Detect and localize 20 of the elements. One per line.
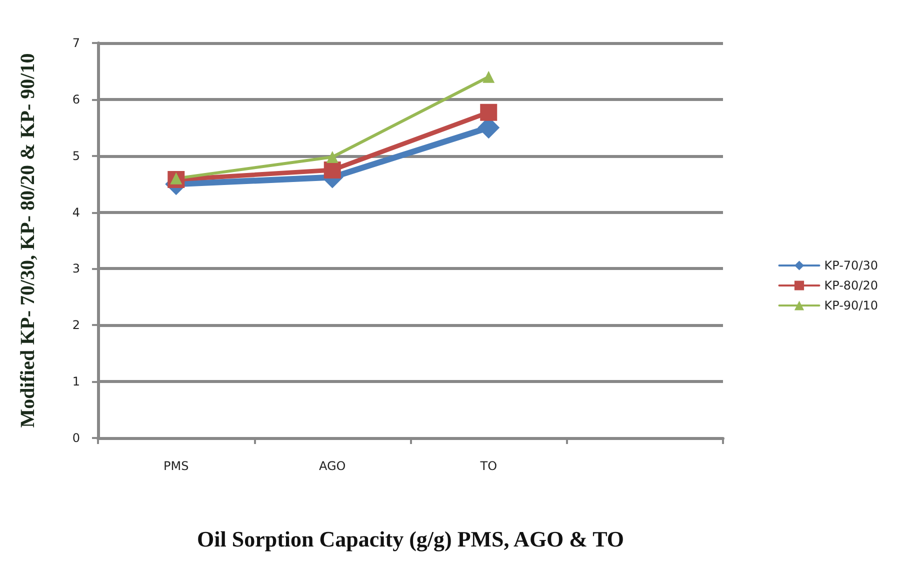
y-tick-label: 7 — [72, 36, 80, 50]
y-axis-title: Modified KP- 70/30, KP- 80/20 & KP- 90/10 — [17, 53, 39, 428]
y-tick-label: 0 — [72, 431, 80, 445]
x-tick-label: AGO — [319, 459, 346, 473]
y-tick-label: 3 — [72, 262, 80, 276]
x-axis-title: Oil Sorption Capacity (g/g) PMS, AGO & TO — [197, 526, 624, 552]
legend-label: KP-90/10 — [824, 298, 878, 312]
legend-label: KP-80/20 — [824, 278, 878, 292]
y-tick-label: 5 — [72, 148, 80, 163]
y-tick-label: 1 — [72, 374, 80, 389]
y-tick-label: 6 — [72, 92, 80, 106]
point — [480, 104, 498, 121]
legend-label: KP-70/30 — [824, 258, 878, 272]
y-tick-label: 2 — [72, 318, 80, 332]
point — [324, 161, 341, 178]
point — [326, 150, 338, 163]
x-tick-label: PMS — [164, 459, 189, 473]
y-tick-label: 4 — [72, 205, 80, 220]
x-tick-label: TO — [479, 459, 498, 473]
point — [482, 70, 495, 83]
